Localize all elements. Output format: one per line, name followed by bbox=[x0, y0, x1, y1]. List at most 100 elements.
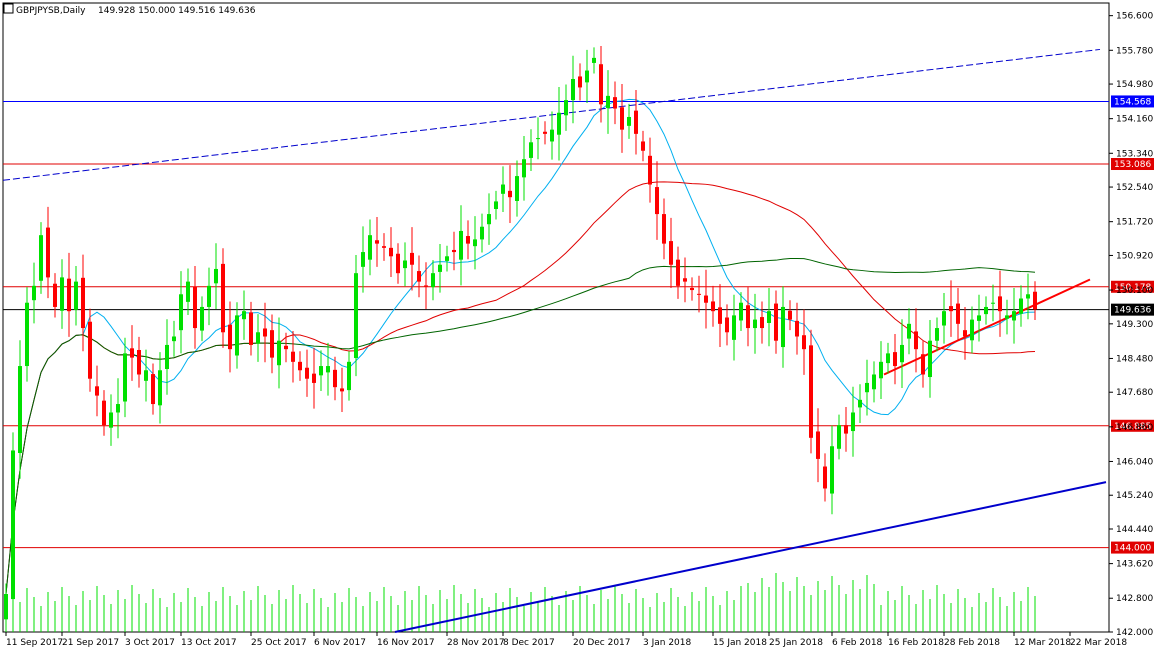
candle-body bbox=[473, 239, 477, 247]
candle-body bbox=[1033, 291, 1037, 310]
price-tick-label: 146.040 bbox=[1116, 457, 1153, 467]
level-price-tag bbox=[1111, 280, 1154, 293]
time-tick-label: 13 Oct 2017 bbox=[181, 638, 237, 648]
ma-slow-line bbox=[5, 257, 1036, 595]
candle-body bbox=[81, 277, 85, 329]
candle-body bbox=[186, 281, 190, 302]
moving-averages bbox=[5, 98, 1036, 595]
time-tick-label: 16 Nov 2017 bbox=[377, 638, 435, 648]
level-price-tag bbox=[1111, 541, 1154, 554]
candle-body bbox=[340, 388, 344, 392]
ohlc-values: 149.928 150.000 149.516 149.636 bbox=[98, 6, 256, 16]
candle-body bbox=[697, 293, 701, 295]
level-price-label: 146.885 bbox=[1114, 422, 1151, 432]
candle-body bbox=[256, 332, 260, 344]
level-price-tag bbox=[1111, 158, 1154, 171]
chart-header: GBPJPYSB,Daily 149.928 150.000 149.516 1… bbox=[3, 3, 256, 16]
candle-body bbox=[620, 107, 624, 130]
candle-body bbox=[970, 319, 974, 341]
candle-body bbox=[851, 412, 855, 432]
candle-body bbox=[760, 317, 764, 329]
candle-body bbox=[417, 271, 421, 282]
candle-body bbox=[130, 348, 134, 358]
time-tick-label: 6 Feb 2018 bbox=[832, 638, 883, 648]
candle-body bbox=[494, 201, 498, 210]
time-tick-label: 21 Sep 2017 bbox=[62, 638, 119, 648]
candle-body bbox=[914, 331, 918, 350]
candle-body bbox=[158, 370, 162, 406]
candle-body bbox=[823, 466, 827, 489]
candle-body bbox=[319, 366, 323, 376]
price-tick-label: 156.600 bbox=[1116, 12, 1153, 22]
candle-body bbox=[242, 311, 246, 320]
candle-body bbox=[1019, 298, 1023, 314]
candle-body bbox=[151, 374, 155, 405]
candle-body bbox=[487, 214, 491, 225]
price-tick-label: 146.860 bbox=[1116, 423, 1153, 433]
candle-body bbox=[634, 110, 638, 134]
candle-body bbox=[74, 281, 78, 310]
candle-body bbox=[193, 286, 197, 329]
price-tick-label: 152.540 bbox=[1116, 183, 1153, 193]
candle-body bbox=[137, 350, 141, 375]
candle-body bbox=[627, 116, 631, 126]
candle-body bbox=[886, 353, 890, 364]
candle-body bbox=[781, 306, 785, 348]
candle-body bbox=[893, 352, 897, 367]
candle-body bbox=[172, 336, 176, 342]
candle-body bbox=[333, 369, 337, 388]
level-price-label: 154.568 bbox=[1114, 97, 1151, 107]
candle-body bbox=[557, 112, 561, 135]
candle-body bbox=[270, 330, 274, 358]
symbol-menu-icon[interactable] bbox=[3, 3, 14, 14]
candle-body bbox=[18, 366, 22, 454]
candle-body bbox=[263, 328, 267, 337]
price-tick-label: 150.100 bbox=[1116, 286, 1153, 296]
candle-body bbox=[662, 214, 666, 244]
candle-body bbox=[1026, 294, 1030, 299]
candle-body bbox=[928, 340, 932, 378]
candle-body bbox=[795, 320, 799, 337]
candle-body bbox=[809, 345, 813, 438]
candle-body bbox=[445, 256, 449, 261]
candle-body bbox=[1005, 315, 1009, 319]
candle-body bbox=[788, 310, 792, 320]
candle-body bbox=[396, 253, 400, 274]
price-tick-label: 147.680 bbox=[1116, 388, 1153, 398]
time-tick-label: 28 Feb 2018 bbox=[944, 638, 1000, 648]
candle-body bbox=[424, 285, 428, 287]
candles bbox=[4, 46, 1037, 630]
candle-body bbox=[361, 252, 365, 267]
candle-body bbox=[60, 277, 64, 311]
candle-body bbox=[508, 190, 512, 198]
candle-body bbox=[4, 594, 8, 620]
price-tick-label: 149.300 bbox=[1116, 320, 1153, 330]
price-tick-label: 151.720 bbox=[1116, 218, 1153, 228]
price-tick-label: 150.920 bbox=[1116, 251, 1153, 261]
candle-body bbox=[704, 295, 708, 303]
candle-body bbox=[1012, 311, 1016, 321]
candle-body bbox=[592, 57, 596, 63]
candle-body bbox=[564, 100, 568, 116]
candle-body bbox=[613, 97, 617, 109]
candle-body bbox=[291, 351, 295, 362]
candle-body bbox=[676, 259, 680, 286]
time-tick-label: 28 Nov 2017 bbox=[447, 638, 505, 648]
candle-body bbox=[830, 446, 834, 494]
candle-body bbox=[942, 311, 946, 326]
volume-histogram bbox=[5, 573, 1036, 632]
candle-body bbox=[956, 303, 960, 324]
candle-body bbox=[879, 361, 883, 379]
candle-body bbox=[382, 246, 386, 248]
candle-body bbox=[550, 129, 554, 142]
level-price-tag bbox=[1111, 419, 1154, 432]
candle-body bbox=[725, 317, 729, 333]
candle-body bbox=[522, 159, 526, 178]
candle-body bbox=[200, 306, 204, 331]
candle-body bbox=[109, 412, 113, 428]
candle-body bbox=[53, 283, 57, 307]
candle-body bbox=[347, 361, 351, 391]
candle-body bbox=[214, 268, 218, 284]
candle-body bbox=[46, 227, 50, 278]
